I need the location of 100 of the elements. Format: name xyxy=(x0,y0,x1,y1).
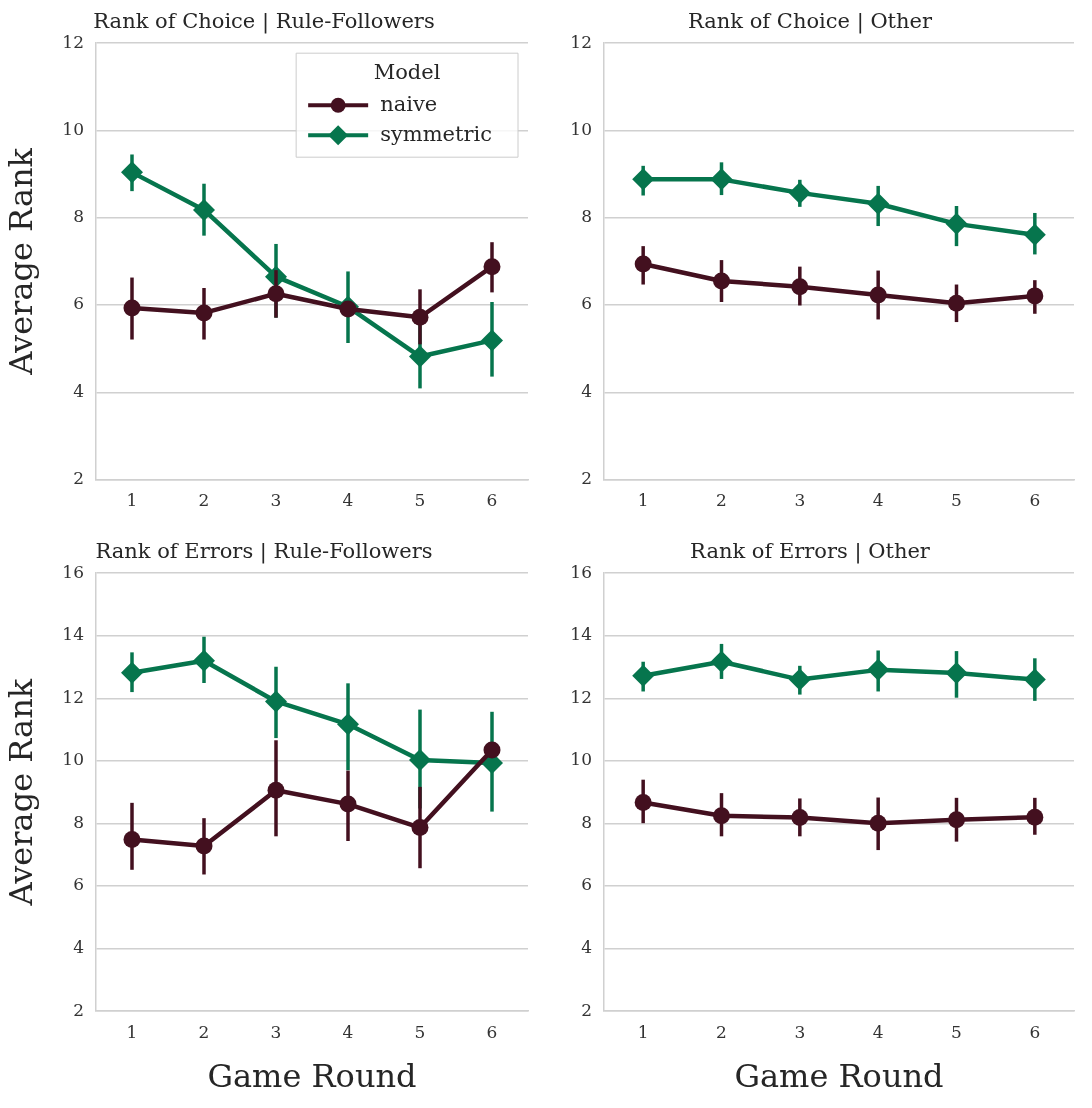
y-tick-label: 4 xyxy=(73,380,84,401)
point xyxy=(339,795,357,813)
y-tick-label: 8 xyxy=(73,811,84,832)
point xyxy=(265,690,287,713)
point xyxy=(713,807,730,825)
y-tick-label: 6 xyxy=(73,874,84,895)
legend-label: symmetric xyxy=(380,121,493,146)
x-tick-label: 3 xyxy=(270,1021,282,1042)
point xyxy=(788,181,811,204)
x-tick-label: 4 xyxy=(342,490,354,511)
point xyxy=(634,794,652,812)
point xyxy=(267,285,285,303)
x-tick-label: 6 xyxy=(1029,1021,1041,1042)
point xyxy=(713,272,730,290)
x-tick-label: 2 xyxy=(198,1021,210,1042)
point xyxy=(867,658,890,681)
point xyxy=(710,168,733,191)
point xyxy=(945,212,968,235)
y-tick-label: 4 xyxy=(581,937,592,958)
point xyxy=(791,809,809,827)
point xyxy=(339,300,357,318)
point xyxy=(411,819,429,837)
point xyxy=(123,830,141,848)
x-tick-label: 6 xyxy=(486,1021,498,1042)
x-tick-label: 2 xyxy=(716,490,727,511)
x-tick-label: 4 xyxy=(872,490,884,511)
x-tick-label: 1 xyxy=(637,1021,649,1042)
y-tick-label: 12 xyxy=(570,686,592,707)
y-tick-label: 6 xyxy=(581,874,592,895)
y-axis-title: Average Rank xyxy=(1,678,40,907)
legend-label: naive xyxy=(380,91,438,116)
y-tick-label: 10 xyxy=(62,118,84,139)
point xyxy=(788,668,811,691)
point xyxy=(409,345,431,368)
x-tick-label: 5 xyxy=(414,490,426,511)
chart-title: Rank of Errors | Other xyxy=(690,539,931,565)
point xyxy=(411,308,429,326)
chart-title: Rank of Choice | Rule-Followers xyxy=(93,9,435,35)
point xyxy=(121,661,143,684)
point xyxy=(632,168,655,191)
y-tick-label: 12 xyxy=(62,31,84,52)
y-tick-label: 2 xyxy=(73,468,84,489)
y-tick-label: 2 xyxy=(581,468,592,489)
y-tick-label: 4 xyxy=(73,937,84,958)
point xyxy=(1023,668,1046,691)
x-tick-label: 6 xyxy=(486,490,498,511)
y-tick-label: 12 xyxy=(570,31,592,52)
x-tick-label: 5 xyxy=(951,490,962,511)
chart-title: Rank of Errors | Rule-Followers xyxy=(95,539,433,565)
x-tick-label: 5 xyxy=(414,1021,426,1042)
y-tick-label: 6 xyxy=(73,293,84,314)
x-tick-label: 1 xyxy=(637,490,649,511)
y-tick-label: 14 xyxy=(570,624,592,645)
point xyxy=(791,278,809,296)
y-tick-label: 12 xyxy=(62,686,84,707)
point xyxy=(483,258,501,276)
y-tick-label: 14 xyxy=(62,624,84,645)
point xyxy=(632,664,655,687)
x-tick-label: 2 xyxy=(716,1021,727,1042)
point xyxy=(945,662,968,684)
point xyxy=(1026,287,1044,305)
point xyxy=(123,299,141,317)
point xyxy=(481,329,503,352)
y-tick-label: 16 xyxy=(62,561,84,582)
point xyxy=(195,837,213,855)
y-tick-label: 8 xyxy=(581,811,592,832)
point xyxy=(634,255,652,273)
x-tick-label: 5 xyxy=(951,1021,962,1042)
x-tick-label: 3 xyxy=(794,490,806,511)
y-tick-label: 8 xyxy=(581,206,592,227)
y-tick-label: 10 xyxy=(570,118,592,139)
point xyxy=(409,748,431,771)
x-tick-label: 3 xyxy=(270,490,282,511)
x-axis-title: Game Round xyxy=(207,1057,417,1096)
point xyxy=(948,811,965,829)
x-tick-label: 1 xyxy=(126,490,138,511)
y-tick-label: 4 xyxy=(581,380,592,401)
point xyxy=(193,198,215,221)
point xyxy=(869,286,887,304)
y-tick-label: 10 xyxy=(62,749,84,770)
chart-title: Rank of Choice | Other xyxy=(687,9,933,35)
point xyxy=(867,192,890,215)
point xyxy=(121,161,143,184)
point xyxy=(869,814,887,832)
x-tick-label: 4 xyxy=(872,1021,884,1042)
point xyxy=(1023,223,1046,246)
point xyxy=(483,741,501,759)
y-tick-label: 8 xyxy=(73,206,84,227)
y-tick-label: 16 xyxy=(570,561,592,582)
x-tick-label: 1 xyxy=(126,1021,138,1042)
point xyxy=(337,713,359,736)
y-tick-label: 2 xyxy=(581,999,592,1020)
point xyxy=(710,650,733,673)
x-tick-label: 2 xyxy=(198,490,210,511)
x-tick-label: 4 xyxy=(342,1021,354,1042)
point xyxy=(195,304,213,322)
x-axis-title: Game Round xyxy=(734,1057,944,1096)
point xyxy=(193,649,215,672)
point xyxy=(267,781,285,799)
y-axis-title: Average Rank xyxy=(1,147,40,376)
